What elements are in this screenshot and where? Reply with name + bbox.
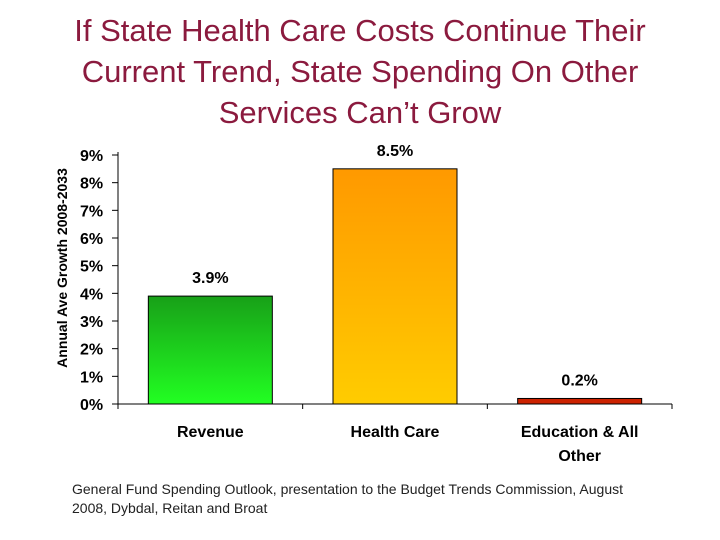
data-label: 0.2%	[561, 372, 597, 389]
y-ticks: 0% 1% 2% 3% 4% 5% 6% 7% 8% 9%	[80, 148, 118, 414]
y-tick-label: 0%	[80, 397, 103, 414]
y-tick-label: 3%	[80, 314, 103, 331]
bars	[147, 168, 643, 405]
category-label: Other	[558, 448, 601, 465]
y-axis-label: Annual Ave Growth 2008-2033	[54, 168, 70, 368]
y-tick-label: 6%	[80, 231, 103, 248]
y-tick-label: 8%	[80, 176, 103, 193]
y-tick-label: 5%	[80, 259, 103, 276]
data-labels: 3.9% 8.5% 0.2%	[192, 143, 598, 390]
chart-title: If State Health Care Costs Continue Thei…	[74, 13, 646, 130]
y-tick-label: 4%	[80, 286, 103, 303]
y-tick-label: 1%	[80, 369, 103, 386]
category-label: Revenue	[177, 424, 244, 441]
data-label: 8.5%	[377, 143, 413, 160]
category-labels: Revenue Health Care Education & All Other	[177, 424, 639, 465]
y-tick-label: 9%	[80, 148, 103, 165]
bar-health-care	[332, 168, 458, 405]
bar-education-all-other	[517, 397, 643, 405]
category-label: Health Care	[351, 424, 440, 441]
bar-revenue	[147, 295, 273, 405]
y-tick-label: 7%	[80, 203, 103, 220]
source-note: General Fund Spending Outlook, presentat…	[72, 481, 623, 516]
category-label: Education & All	[521, 424, 639, 441]
y-tick-label: 2%	[80, 342, 103, 359]
data-label: 3.9%	[192, 270, 228, 287]
